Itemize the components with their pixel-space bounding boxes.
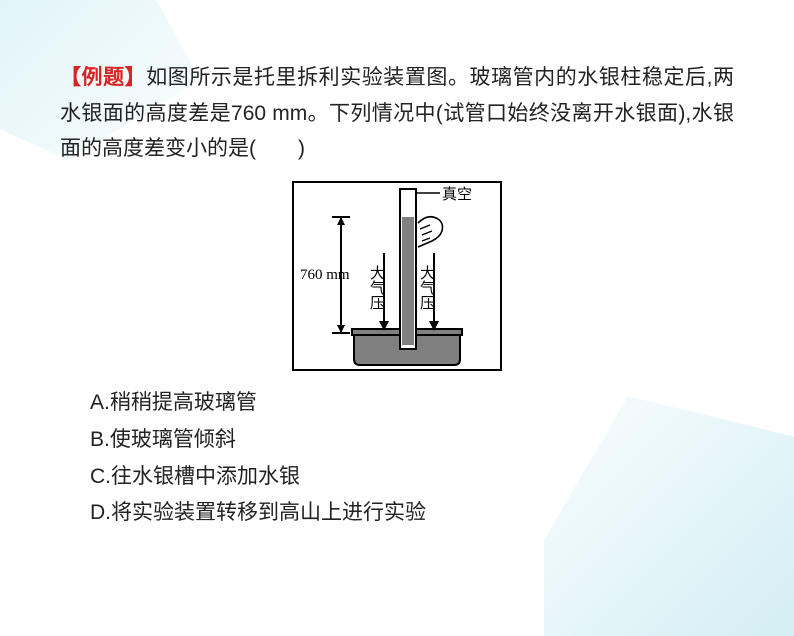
options-list: A.稍稍提高玻璃管 B.使玻璃管倾斜 C.往水银槽中添加水银 D.将实验装置转移… (90, 385, 734, 532)
option-a: A.稍稍提高玻璃管 (90, 385, 734, 422)
question-blank (256, 137, 298, 160)
option-c: C.往水银槽中添加水银 (90, 459, 734, 496)
diagram-container: 真空 760 mm 大气压 大气压 (60, 181, 734, 371)
torricelli-diagram: 真空 760 mm 大气压 大气压 (292, 181, 502, 371)
height-label: 760 mm (300, 267, 350, 283)
pressure-label-left: 大气压 (368, 265, 385, 310)
option-b: B.使玻璃管倾斜 (90, 422, 734, 459)
pressure-label-right: 大气压 (418, 265, 435, 310)
question-paragraph: 【例题】如图所示是托里拆利实验装置图。玻璃管内的水银柱稳定后,两水银面的高度差是… (60, 60, 734, 167)
question-body-end: ) (298, 137, 305, 160)
vacuum-label: 真空 (442, 185, 472, 203)
question-body-1: 如图所示是托里拆利实验装置图。玻璃管内的水银柱稳定后,两水银面的高度差是760 … (60, 66, 734, 160)
slide-content: 【例题】如图所示是托里拆利实验装置图。玻璃管内的水银柱稳定后,两水银面的高度差是… (0, 0, 794, 552)
example-label: 【例题】 (60, 66, 146, 89)
option-d: D.将实验装置转移到高山上进行实验 (90, 495, 734, 532)
